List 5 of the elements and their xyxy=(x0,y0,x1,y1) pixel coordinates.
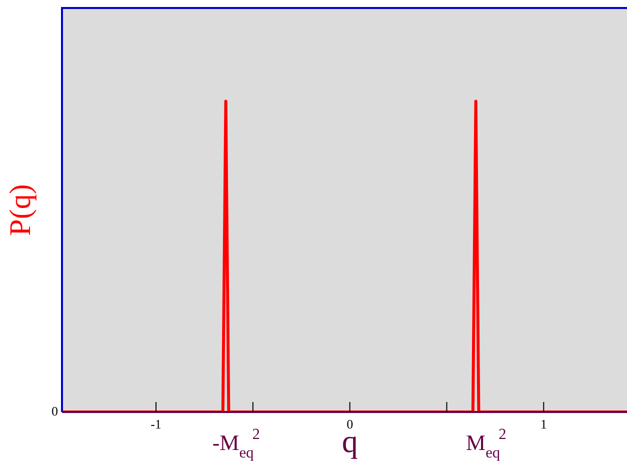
x-tick-label: -1 xyxy=(150,416,162,432)
x-tick-label: 0 xyxy=(346,416,354,432)
y-axis-title: P(q) xyxy=(4,184,37,236)
x-tick-label: 1 xyxy=(540,416,547,432)
text: 0 xyxy=(52,403,58,418)
